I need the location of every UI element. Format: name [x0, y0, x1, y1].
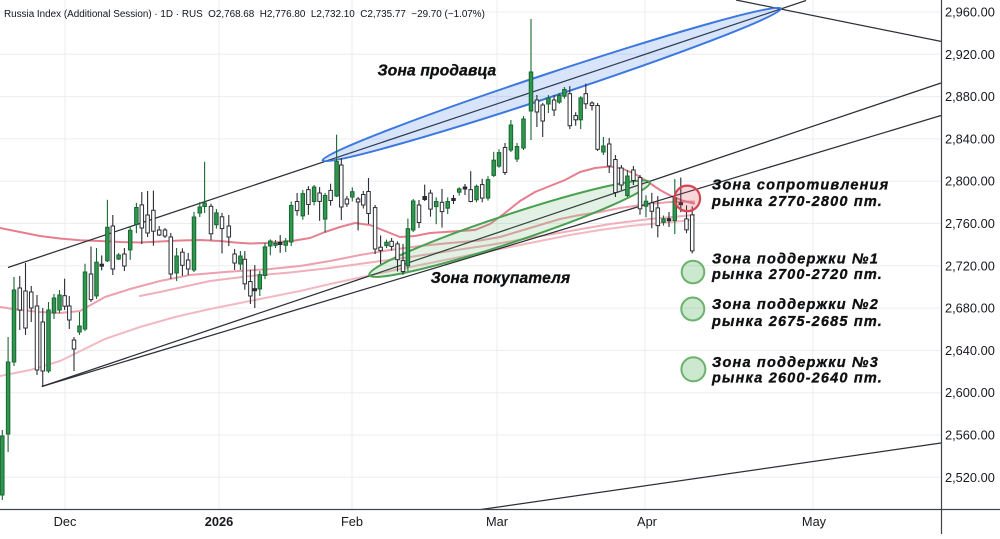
svg-text:Зона сопротивления: Зона сопротивления	[712, 178, 889, 194]
svg-text:Зона поддержки №1: Зона поддержки №1	[712, 252, 879, 268]
svg-text:2,960.00: 2,960.00	[945, 5, 995, 20]
svg-text:2,920.00: 2,920.00	[945, 47, 995, 62]
svg-text:2,880.00: 2,880.00	[945, 89, 995, 104]
svg-text:2,560.00: 2,560.00	[945, 428, 995, 443]
svg-text:Зона поддержки №3: Зона поддержки №3	[712, 355, 879, 371]
svg-text:Russia Index (Additional Sessi: Russia Index (Additional Session) · 1D ·…	[4, 9, 485, 20]
svg-text:Зона поддержки №2: Зона поддержки №2	[712, 297, 879, 313]
svg-text:рынка 2700-2720 пт.: рынка 2700-2720 пт.	[711, 267, 883, 283]
svg-text:2,680.00: 2,680.00	[945, 301, 995, 316]
svg-text:2,760.00: 2,760.00	[945, 216, 995, 231]
svg-text:Apr: Apr	[637, 514, 658, 529]
svg-text:2,520.00: 2,520.00	[945, 470, 995, 485]
svg-text:2,840.00: 2,840.00	[945, 131, 995, 146]
svg-text:2,600.00: 2,600.00	[945, 385, 995, 400]
svg-text:Mar: Mar	[486, 514, 509, 529]
svg-text:рынка 2675-2685 пт.: рынка 2675-2685 пт.	[711, 314, 883, 330]
svg-text:2,800.00: 2,800.00	[945, 174, 995, 189]
svg-text:рынка 2600-2640 пт.: рынка 2600-2640 пт.	[711, 371, 883, 387]
svg-text:2,720.00: 2,720.00	[945, 258, 995, 273]
svg-text:Feb: Feb	[341, 514, 363, 529]
svg-text:May: May	[802, 514, 827, 529]
svg-text:Зона продавца: Зона продавца	[378, 63, 497, 80]
svg-text:Dec: Dec	[54, 514, 77, 529]
svg-text:2,640.00: 2,640.00	[945, 343, 995, 358]
svg-text:2026: 2026	[205, 514, 233, 529]
svg-text:рынка 2770-2800 пт.: рынка 2770-2800 пт.	[711, 194, 883, 210]
svg-text:Зона покупателя: Зона покупателя	[431, 270, 571, 287]
